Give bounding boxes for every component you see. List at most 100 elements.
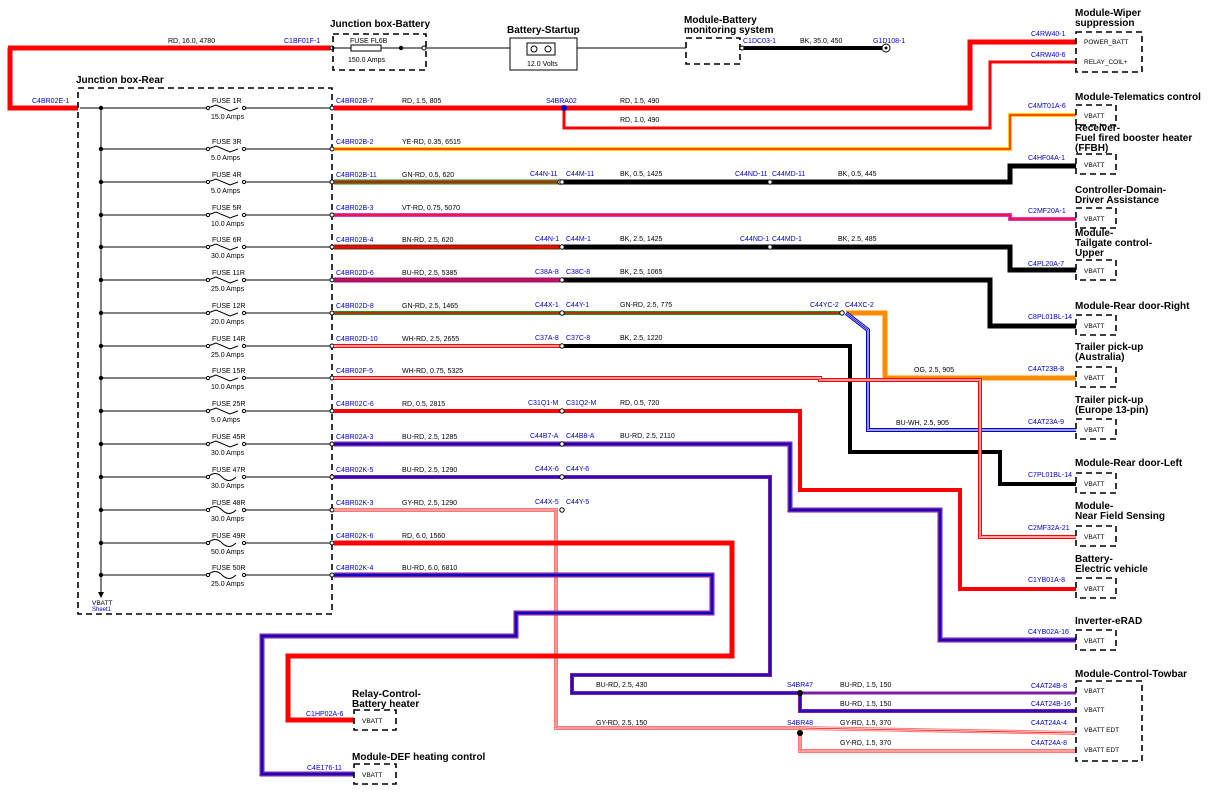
- inline-label: C44XC-2: [845, 302, 874, 309]
- fuse-out-conn: C4BR02D-6: [336, 270, 374, 277]
- towbar-pin-1: VBATT: [1084, 688, 1104, 695]
- module-title: Module-Rear door-Left: [1075, 458, 1183, 469]
- fuse-name: FUSE 15R: [212, 368, 245, 375]
- fuse-icon[interactable]: [207, 309, 239, 317]
- fuse-terminal: [241, 441, 247, 447]
- fuse-terminal: [241, 343, 247, 349]
- sheet-ref-label: VBATT: [92, 600, 112, 607]
- inline-connector: [559, 244, 565, 250]
- fuse-icon[interactable]: [207, 539, 237, 547]
- module-title: Upper: [1075, 248, 1104, 259]
- fuse-icon[interactable]: [207, 473, 237, 481]
- sheet-ref-link[interactable]: Sheet1: [92, 607, 112, 613]
- module-box[interactable]: [1075, 259, 1117, 281]
- module-conn: C4AT23B-8: [1028, 366, 1064, 373]
- fuse-icon[interactable]: [207, 178, 239, 186]
- fuse-gap: [206, 408, 244, 414]
- wire-fuse1r-wiper[interactable]: [334, 39, 1076, 111]
- module-box[interactable]: [1075, 314, 1117, 336]
- junction-box-rear-box[interactable]: [77, 87, 333, 615]
- fuse-amps: 25.0 Amps: [211, 352, 245, 359]
- wire-fuse48r-towbar-gap: [334, 509, 1076, 752]
- inline-label: BU-WH, 2.5, 905: [896, 420, 949, 427]
- bms-box[interactable]: [685, 37, 741, 65]
- wire-splice-wiper-coil[interactable]: [562, 60, 1076, 130]
- fuse-out-spec: RD, 0.5, 2815: [402, 401, 445, 408]
- module-title: (Australia): [1075, 352, 1124, 363]
- module-title: (Europe 13-pin): [1075, 405, 1148, 416]
- junction-box-rear-title: Junction box-Rear: [76, 75, 164, 86]
- fuse-out-spec: BU-RD, 2.5, 1290: [402, 467, 457, 474]
- fuse-icon[interactable]: [207, 145, 239, 153]
- wire-fuse4r-b[interactable]: [562, 163, 1076, 185]
- towbar-conn-2: C4AT24B-16: [1031, 701, 1071, 708]
- fuse-terminal: [241, 572, 247, 578]
- def-conn: C4E176-11: [307, 765, 342, 772]
- bms-title-1: Module-Battery: [684, 15, 757, 26]
- module-title: Module-Rear door-Right: [1075, 301, 1190, 312]
- conn-bms: C1DC03-1: [743, 38, 776, 45]
- main-feed-wire[interactable]: [7, 45, 330, 111]
- towbar-spec-47a: BU-RD, 1.5, 150: [840, 682, 891, 689]
- modules: Module-Telematics control VBATT C4MT01A-6 R…: [1028, 92, 1201, 651]
- module-box[interactable]: [1075, 525, 1117, 547]
- module-title: Fuel fired booster heater: [1075, 133, 1192, 144]
- fuse-icon[interactable]: [207, 440, 239, 448]
- relay-heater-box[interactable]: [353, 709, 397, 731]
- fuse-terminal: [241, 375, 247, 381]
- module-title: Driver Assistance: [1075, 195, 1160, 206]
- wire-fuse48r-towbar[interactable]: [334, 508, 1076, 753]
- module-box[interactable]: [1075, 366, 1117, 388]
- fuse-terminal: [205, 310, 211, 316]
- fuse-terminal: [241, 244, 247, 250]
- wiper-pin1-conn: C4RW40-1: [1031, 31, 1066, 38]
- towbar-pin-3: VBATT EDT: [1084, 727, 1119, 734]
- fuse-out-spec: BN-RD, 2.5, 620: [402, 237, 453, 244]
- module-box[interactable]: [1075, 418, 1117, 440]
- wire-fuse15r-nfs[interactable]: [334, 376, 1076, 539]
- towbar-pin-2: VBATT: [1084, 707, 1104, 714]
- towbar-box[interactable]: [1075, 680, 1143, 762]
- fuse-icon[interactable]: [207, 276, 239, 284]
- module-box[interactable]: [1075, 153, 1117, 175]
- module-box[interactable]: [1075, 629, 1117, 651]
- wire-fuse14r-b[interactable]: [562, 344, 1076, 486]
- fuse-icon[interactable]: [207, 571, 237, 579]
- module-box[interactable]: [1075, 577, 1117, 599]
- fuse-name: FUSE 3R: [212, 139, 242, 146]
- module-box[interactable]: [1075, 207, 1117, 229]
- module-conn: C4YB02A-16: [1028, 629, 1069, 636]
- fuse-icon[interactable]: [207, 211, 239, 219]
- inline-connector: [559, 408, 565, 414]
- fuse-icon[interactable]: [207, 374, 239, 382]
- fuse-terminal: [241, 212, 247, 218]
- junction-box-battery-box[interactable]: [332, 33, 427, 71]
- wire-fuse47r-towbar[interactable]: [334, 475, 1076, 713]
- fuse-gap: [206, 310, 244, 316]
- fuse-out-spec: YE-RD, 0.35, 6515: [402, 139, 461, 146]
- wire-fuse6r-b[interactable]: [562, 244, 1076, 273]
- module-box[interactable]: [1075, 472, 1117, 494]
- wire-fuse49r-heater[interactable]: [285, 540, 735, 723]
- module-box[interactable]: [1075, 104, 1117, 126]
- def-box[interactable]: [353, 763, 397, 785]
- module-conn: C2MF20A-1: [1028, 208, 1066, 215]
- fuse-gap: [206, 343, 244, 349]
- battery-startup-title: Battery-Startup: [507, 25, 580, 36]
- fuse-icon[interactable]: [207, 104, 239, 112]
- fuse-icon[interactable]: [207, 243, 239, 251]
- wire-fuse25r-ev[interactable]: [334, 409, 1076, 591]
- module-pin: VBATT: [1084, 375, 1104, 382]
- connector-pin: [329, 474, 335, 480]
- fuse-terminal: [205, 507, 211, 513]
- fuse-out-conn: C4BR02B-2: [336, 139, 373, 146]
- fuse-fl6b-icon[interactable]: [350, 44, 382, 52]
- fuse-icon[interactable]: [207, 506, 237, 514]
- wire-fuse11r-b[interactable]: [562, 277, 1076, 329]
- fuse-icon[interactable]: [207, 407, 239, 415]
- fuse-icon[interactable]: [207, 342, 239, 350]
- relay-heater-title-1: Relay-Control-: [352, 689, 421, 700]
- inline-connector: [839, 310, 845, 316]
- wiper-box[interactable]: [1075, 31, 1143, 73]
- fuse-amps: 30.0 Amps: [211, 253, 245, 260]
